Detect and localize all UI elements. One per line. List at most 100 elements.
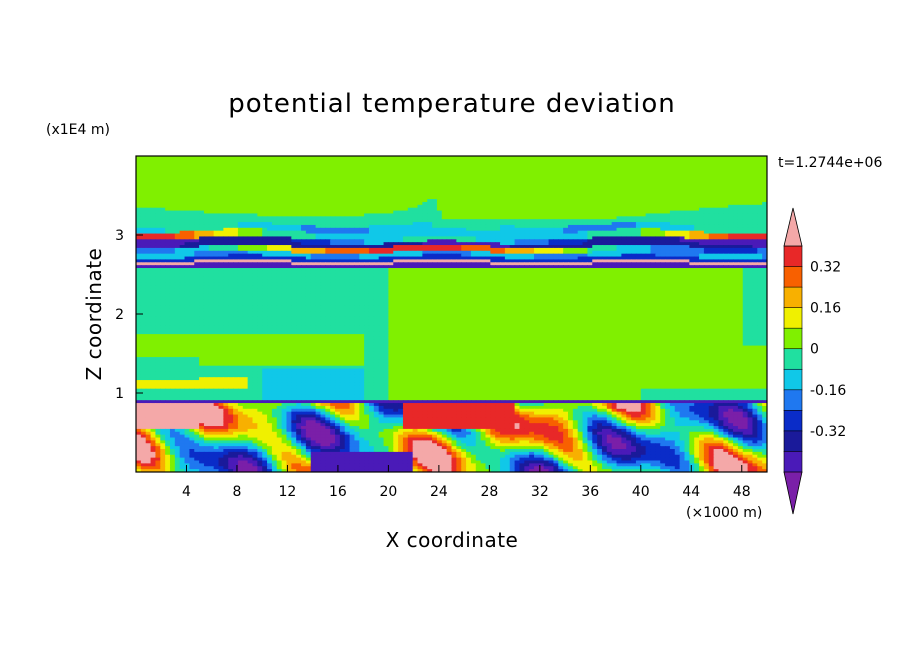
contour-cell: [422, 170, 428, 174]
contour-cell: [660, 161, 666, 166]
contour-cell: [538, 181, 545, 186]
contour-cell: [242, 170, 249, 174]
contour-cell: [213, 236, 220, 240]
contour-cell: [509, 181, 516, 186]
contour-cell: [417, 161, 423, 166]
contour-cell: [558, 204, 564, 209]
contour-cell: [485, 176, 491, 180]
contour-cell: [631, 213, 637, 217]
contour-cell: [733, 233, 739, 238]
contour-cell: [611, 196, 618, 200]
contour-cell: [184, 181, 190, 186]
contour-cell: [165, 187, 171, 192]
contour-cell: [524, 196, 530, 200]
contour-cell: [393, 219, 399, 223]
contour-cell: [354, 216, 360, 220]
contour-cell: [699, 199, 705, 203]
contour-cell: [402, 176, 409, 180]
contour-cell: [703, 170, 710, 174]
contour-cell: [199, 181, 205, 186]
contour-cell: [737, 204, 744, 209]
contour-cell: [679, 196, 686, 200]
contour-cell: [257, 222, 263, 226]
contour-cell: [679, 167, 686, 171]
contour-cell: [621, 222, 627, 226]
contour-cell: [252, 222, 258, 226]
contour-cell: [470, 227, 477, 232]
contour-cell: [538, 219, 545, 223]
contour-cell: [364, 233, 370, 238]
contour-cell: [208, 236, 215, 240]
contour-cell: [223, 176, 229, 180]
contour-cell: [436, 207, 443, 212]
contour-cell: [174, 204, 181, 209]
contour-cell: [422, 213, 428, 217]
contour-cell: [509, 193, 516, 197]
contour-cell: [621, 187, 627, 192]
contour-cell: [160, 201, 166, 206]
contour-cell: [344, 164, 351, 169]
contour-cell: [354, 156, 360, 160]
contour-cell: [320, 216, 326, 220]
contour-cell: [335, 181, 341, 186]
contour-cell: [271, 204, 278, 209]
contour-cell: [388, 222, 394, 226]
contour-cell: [728, 204, 734, 209]
contour-cell: [762, 224, 767, 229]
contour-cell: [534, 193, 540, 197]
contour-cell: [150, 178, 157, 183]
contour-cell: [150, 213, 157, 217]
contour-cell: [276, 158, 283, 163]
contour-cell: [286, 184, 292, 189]
contour-cell: [737, 187, 744, 192]
contour-cell: [548, 201, 555, 206]
contour-cell: [228, 236, 234, 240]
contour-cell: [553, 173, 559, 177]
contour-cell: [640, 156, 647, 160]
contour-cell: [237, 201, 244, 206]
contour-cell: [577, 170, 584, 174]
contour-cell: [276, 176, 283, 180]
contour-cell: [723, 181, 729, 186]
contour-cell: [228, 230, 234, 235]
contour-cell: [713, 230, 720, 235]
contour-cell: [174, 236, 181, 240]
contour-cell: [368, 167, 375, 171]
contour-cell: [184, 176, 190, 180]
contour-cell: [388, 161, 394, 166]
contour-cell: [223, 210, 229, 215]
contour-cell: [723, 173, 729, 177]
contour-cell: [660, 193, 666, 197]
contour-cell: [742, 207, 749, 212]
contour-cell: [145, 193, 152, 197]
contour-cell: [480, 236, 487, 240]
contour-cell: [674, 224, 681, 229]
contour-cell: [286, 222, 292, 226]
contour-cell: [373, 199, 380, 203]
contour-cell: [723, 204, 729, 209]
contour-cell: [757, 199, 763, 203]
contour-cell: [737, 196, 744, 200]
contour-cell: [145, 176, 152, 180]
contour-cell: [325, 199, 331, 203]
contour-cell: [737, 222, 744, 226]
contour-cell: [626, 158, 632, 163]
contour-cell: [310, 196, 317, 200]
contour-cell: [669, 173, 676, 177]
contour-cell: [194, 204, 200, 209]
contour-cell: [582, 190, 588, 194]
contour-cell: [480, 187, 487, 192]
contour-cell: [475, 176, 482, 180]
contour-cell: [514, 196, 521, 200]
contour-cell: [543, 207, 550, 212]
contour-cell: [228, 164, 234, 169]
contour-cell: [553, 196, 559, 200]
contour-cell: [237, 219, 244, 223]
contour-cell: [213, 161, 220, 166]
contour-cell: [626, 227, 632, 232]
contour-cell: [577, 199, 584, 203]
contour-cell: [228, 167, 234, 171]
contour-cell: [689, 201, 695, 206]
contour-cell: [480, 164, 487, 169]
contour-cell: [281, 170, 288, 174]
